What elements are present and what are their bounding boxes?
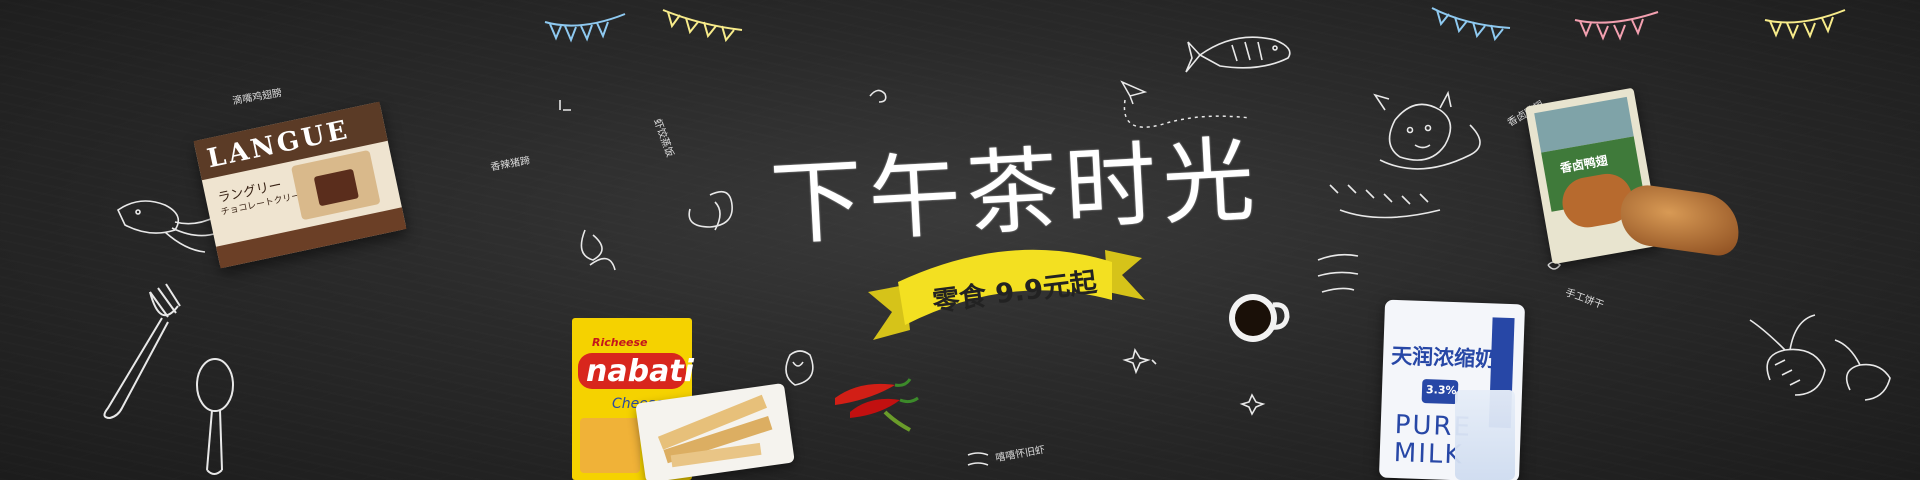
paper-plane-icon [1120,80,1251,128]
milk-glass [1455,390,1515,480]
coffee-cup-icon [1229,294,1290,342]
nabati-maker: Richeese [592,336,648,349]
chili-pepper-icon [835,378,919,432]
nabati-brand: nabati [586,354,694,389]
fish-icon [1185,36,1291,73]
shrimp-icon [1749,314,1891,401]
sparkle-icon [1122,347,1266,416]
milk-badge: 3.3% [1425,383,1457,398]
leaf-doodle-icon [785,350,814,386]
dragon-doodle-icon [1329,90,1481,219]
spoon-icon [196,358,234,475]
fork-icon [103,283,181,420]
banner-title: 下午茶时光 [768,125,1263,259]
squid-icon [116,200,218,253]
bunting-flags-icon [544,7,1846,43]
milk-milk: MILK [1393,438,1464,471]
squiggle-doodles [559,89,1359,293]
ribbon-banner [868,249,1145,340]
milk-name: 天润浓缩奶 [1390,343,1497,372]
